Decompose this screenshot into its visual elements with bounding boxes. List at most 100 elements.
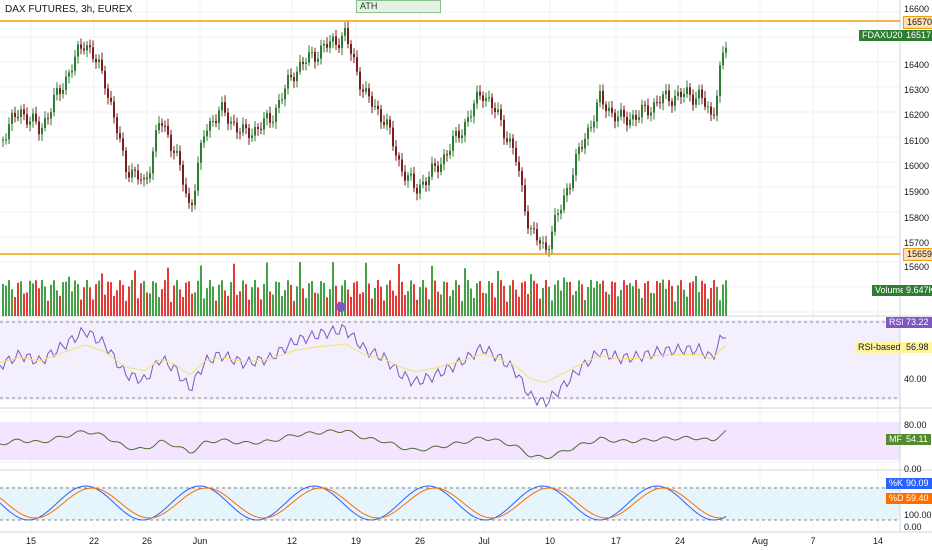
candle-body: [395, 146, 397, 156]
volume-bar: [722, 284, 724, 316]
volume-bar: [287, 280, 289, 316]
volume-bar: [452, 290, 454, 316]
volume-bar: [323, 282, 325, 316]
candle-body: [20, 109, 22, 117]
volume-bar: [197, 280, 199, 316]
volume-bar: [38, 288, 40, 316]
candle-body: [17, 116, 19, 118]
volume-bar: [350, 296, 352, 316]
volume-bar: [686, 296, 688, 316]
volume-bar: [332, 262, 334, 316]
volume-bar: [326, 297, 328, 316]
mf-label: MF: [886, 434, 905, 445]
mf-value: 54.11: [903, 434, 931, 445]
candle-body: [398, 155, 400, 160]
volume-label: Volume: [872, 285, 909, 296]
candle-body: [623, 109, 625, 117]
candle-body: [338, 44, 340, 49]
candle-body: [287, 75, 289, 89]
volume-bar: [599, 283, 601, 316]
volume-bar: [137, 298, 139, 316]
volume-bar: [710, 287, 712, 316]
volume-bar: [320, 281, 322, 316]
volume-bar: [239, 291, 241, 316]
volume-bar: [614, 282, 616, 316]
volume-bar: [356, 281, 358, 316]
candle-body: [242, 124, 244, 133]
candle-body: [506, 138, 508, 142]
volume-bar: [146, 292, 148, 316]
volume-value: 9.647K: [903, 285, 932, 296]
volume-bar: [545, 280, 547, 316]
candle-body: [290, 75, 292, 78]
candle-body: [515, 147, 517, 162]
candle-body: [665, 90, 667, 95]
volume-bar: [179, 289, 181, 316]
candle-body: [251, 135, 253, 139]
volume-bar: [395, 295, 397, 316]
volume-bar: [437, 291, 439, 316]
candle-body: [635, 114, 637, 120]
volume-bar: [725, 280, 727, 316]
rsi-ma-label: RSI-based MA: [855, 342, 920, 353]
volume-bar: [464, 268, 466, 316]
date-tick: 26: [141, 536, 153, 546]
volume-bar: [113, 295, 115, 316]
candle-body: [641, 105, 643, 118]
candle-body: [233, 121, 235, 123]
volume-bar: [539, 298, 541, 316]
volume-bar: [425, 287, 427, 316]
volume-bar: [689, 282, 691, 316]
last-price-label: 16517: [903, 30, 932, 41]
candle-body: [509, 138, 511, 142]
volume-bar: [173, 285, 175, 316]
candle-body: [62, 89, 64, 94]
candle-body: [275, 107, 277, 122]
candle-body: [362, 89, 364, 92]
volume-bar: [557, 280, 559, 316]
volume-bar: [71, 291, 73, 316]
volume-bar: [620, 289, 622, 316]
ath-annotation[interactable]: ATH: [356, 0, 441, 13]
candle-body: [542, 242, 544, 244]
candle-body: [29, 121, 31, 125]
candle-body: [554, 214, 556, 232]
volume-bar: [560, 290, 562, 316]
candle-body: [653, 102, 655, 113]
volume-bar: [479, 280, 481, 316]
volume-bar: [542, 287, 544, 316]
volume-bar: [656, 281, 658, 316]
candle-body: [533, 228, 535, 230]
volume-bar: [521, 282, 523, 316]
volume-bar: [386, 284, 388, 316]
symbol-title: DAX FUTURES, 3h, EUREX: [5, 4, 133, 15]
candle-body: [464, 121, 466, 136]
candle-body: [560, 209, 562, 214]
volume-bar: [482, 292, 484, 316]
volume-bar: [497, 270, 499, 316]
rsi-ma-line: [0, 343, 727, 383]
volume-bar: [116, 290, 118, 316]
volume-bar: [86, 280, 88, 316]
volume-bar: [95, 284, 97, 316]
volume-bar: [476, 283, 478, 316]
volume-bar: [167, 267, 169, 316]
candle-body: [599, 90, 601, 103]
volume-bar: [623, 280, 625, 316]
volume-bar: [665, 288, 667, 316]
volume-bar: [125, 300, 127, 316]
volume-bar: [461, 301, 463, 316]
volume-bar: [398, 264, 400, 316]
volume-bar: [188, 281, 190, 316]
price-tick: 16200: [904, 110, 930, 120]
candle-body: [719, 65, 721, 96]
candle-body: [443, 154, 445, 165]
volume-bar: [11, 289, 13, 316]
volume-bar: [101, 273, 103, 316]
candle-body: [512, 138, 514, 148]
volume-bar: [698, 292, 700, 316]
candle-body: [524, 185, 526, 212]
volume-bar: [107, 281, 109, 316]
candle-body: [284, 88, 286, 100]
